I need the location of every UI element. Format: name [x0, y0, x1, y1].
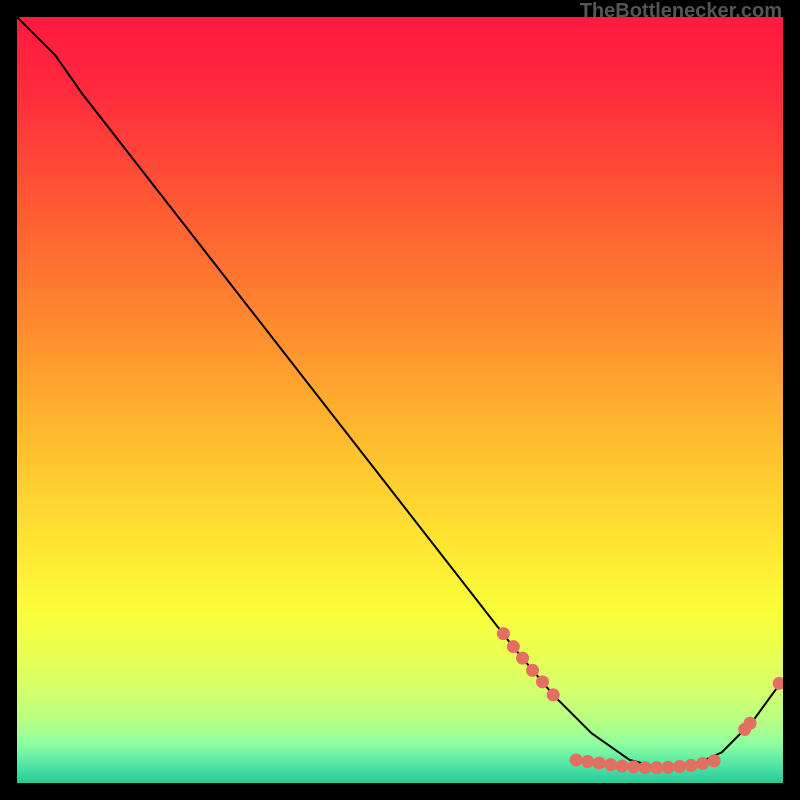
data-marker — [497, 627, 510, 640]
data-marker — [662, 761, 675, 774]
data-marker — [570, 754, 583, 767]
data-marker — [685, 759, 698, 772]
data-marker — [604, 758, 617, 771]
data-marker — [536, 675, 549, 688]
data-marker — [696, 757, 709, 770]
data-marker — [593, 757, 606, 770]
data-marker — [673, 760, 686, 773]
chart-container: TheBottlenecker.com — [0, 0, 800, 800]
data-marker — [616, 760, 629, 773]
data-marker — [708, 754, 721, 767]
data-marker — [507, 640, 520, 653]
data-marker — [627, 760, 640, 773]
data-marker — [650, 761, 663, 774]
plot-area — [17, 17, 783, 783]
data-marker — [744, 717, 757, 730]
data-marker — [639, 761, 652, 774]
watermark-text: TheBottlenecker.com — [580, 0, 782, 23]
data-marker — [516, 652, 529, 665]
chart-svg — [17, 17, 783, 783]
gradient-background — [17, 17, 783, 783]
data-marker — [547, 688, 560, 701]
data-marker — [526, 664, 539, 677]
data-marker — [581, 755, 594, 768]
